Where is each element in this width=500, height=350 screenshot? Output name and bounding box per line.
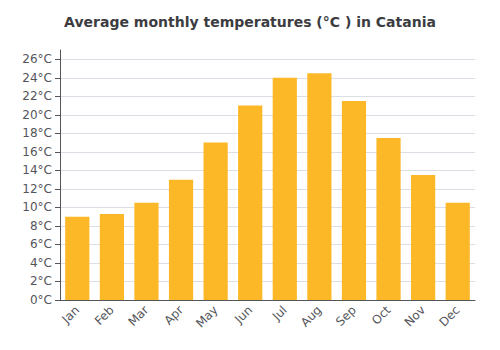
svg-text:2°C: 2°C: [30, 274, 52, 288]
svg-text:Jun: Jun: [231, 303, 255, 327]
svg-text:6°C: 6°C: [30, 237, 52, 251]
svg-text:14°C: 14°C: [22, 163, 52, 177]
svg-text:Jul: Jul: [269, 303, 290, 324]
svg-text:Mar: Mar: [126, 303, 152, 329]
svg-text:24°C: 24°C: [22, 71, 52, 85]
svg-text:0°C: 0°C: [30, 293, 52, 307]
svg-text:Aug: Aug: [298, 303, 324, 329]
svg-text:May: May: [193, 303, 220, 330]
svg-text:Nov: Nov: [402, 303, 428, 329]
svg-text:Sep: Sep: [333, 303, 359, 329]
svg-text:10°C: 10°C: [22, 200, 52, 214]
svg-text:4°C: 4°C: [30, 256, 52, 270]
svg-text:18°C: 18°C: [22, 126, 52, 140]
svg-text:Oct: Oct: [369, 303, 394, 328]
svg-text:8°C: 8°C: [30, 219, 52, 233]
svg-text:Average monthly temperatures (: Average monthly temperatures (°C ) in Ca…: [64, 14, 436, 30]
svg-text:16°C: 16°C: [22, 145, 52, 159]
svg-text:22°C: 22°C: [22, 89, 52, 103]
svg-text:12°C: 12°C: [22, 182, 52, 196]
svg-text:26°C: 26°C: [22, 52, 52, 66]
svg-text:Apr: Apr: [161, 303, 186, 328]
svg-text:20°C: 20°C: [22, 108, 52, 122]
svg-text:Feb: Feb: [92, 303, 117, 328]
svg-text:Dec: Dec: [436, 303, 462, 329]
svg-text:Jan: Jan: [59, 303, 83, 327]
